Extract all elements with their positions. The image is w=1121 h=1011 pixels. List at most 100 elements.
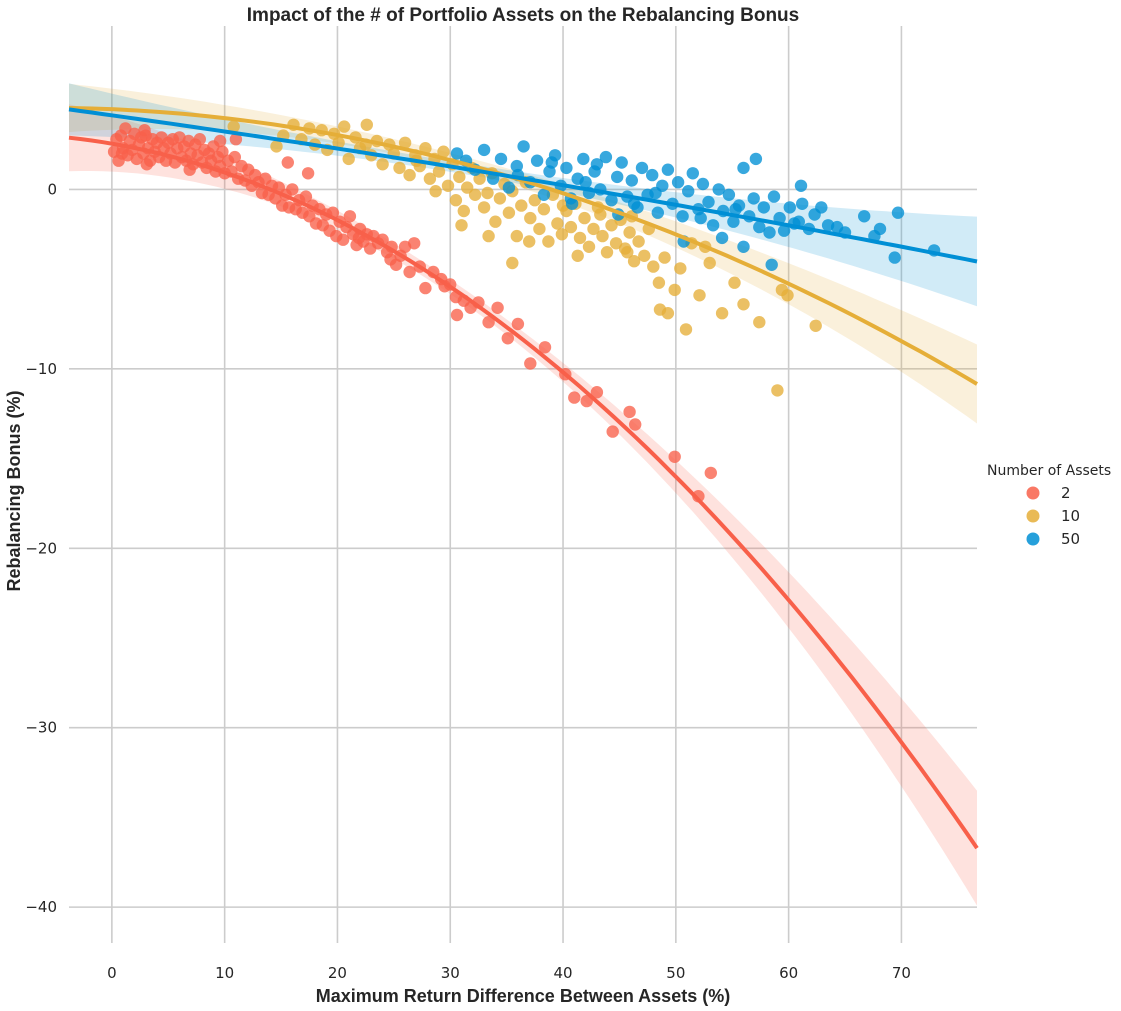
ci-band-10: [69, 83, 977, 424]
fit-line-10: [68, 106, 979, 386]
data-point-10: [728, 276, 741, 289]
data-point-50: [651, 206, 664, 219]
data-point-50: [794, 179, 808, 192]
data-point-10: [587, 222, 600, 236]
data-point-2: [183, 163, 196, 176]
data-point-10: [523, 235, 536, 248]
x-axis-label: Maximum Return Difference Between Assets…: [316, 986, 730, 1006]
data-point-10: [652, 276, 666, 289]
legend-label-50: 50: [1061, 530, 1080, 548]
legend-title: Number of Assets: [987, 463, 1111, 479]
data-point-50: [891, 206, 905, 219]
data-point-10: [270, 140, 283, 153]
data-point-2: [450, 308, 464, 322]
data-point-10: [623, 226, 636, 239]
data-point-10: [679, 323, 693, 336]
data-point-10: [555, 228, 569, 241]
data-point-2: [213, 134, 227, 148]
data-point-10: [482, 229, 495, 243]
y-tick-label: −30: [25, 719, 57, 737]
data-point-10: [506, 256, 519, 270]
data-point-50: [737, 161, 750, 175]
data-point-10: [423, 172, 437, 185]
data-point-10: [571, 249, 584, 262]
data-point-2: [590, 386, 604, 399]
data-point-10: [753, 316, 766, 329]
data-point-50: [727, 215, 740, 228]
data-point-50: [579, 176, 592, 189]
x-tick-label: 20: [328, 964, 347, 982]
data-point-10: [477, 201, 491, 214]
data-point-10: [542, 235, 555, 248]
data-point-50: [590, 158, 604, 171]
data-point-10: [489, 215, 502, 228]
data-point-50: [646, 168, 659, 182]
data-point-10: [594, 208, 607, 221]
data-point-10: [609, 237, 623, 250]
data-point-2: [511, 317, 525, 331]
data-point-2: [419, 281, 432, 295]
data-point-50: [796, 197, 809, 210]
data-point-2: [384, 253, 397, 266]
fit-lines: [68, 106, 979, 850]
data-point-50: [777, 224, 791, 237]
data-point-2: [568, 391, 581, 404]
data-point-50: [676, 210, 689, 223]
data-point-50: [671, 176, 685, 189]
data-point-50: [545, 156, 558, 169]
data-point-2: [623, 405, 636, 419]
data-point-2: [408, 237, 421, 250]
data-point-2: [336, 233, 350, 246]
data-point-10: [376, 158, 389, 171]
legend: Number of Assets 2 10 50: [987, 463, 1111, 548]
data-point-50: [530, 154, 544, 167]
legend-marker-50: [1026, 532, 1040, 546]
data-point-10: [432, 165, 446, 178]
data-point-50: [715, 231, 729, 245]
x-tick-label: 60: [779, 964, 798, 982]
data-point-10: [621, 246, 634, 259]
data-point-10: [468, 188, 482, 201]
data-point-50: [450, 147, 464, 160]
data-point-10: [429, 185, 442, 198]
data-point-2: [704, 466, 717, 480]
data-point-10: [510, 229, 523, 243]
data-point-2: [286, 183, 299, 196]
data-point-10: [632, 235, 645, 248]
data-point-2: [216, 145, 229, 158]
data-point-50: [702, 195, 715, 209]
data-point-50: [661, 163, 675, 176]
legend-marker-2: [1026, 486, 1040, 500]
data-point-10: [703, 256, 716, 270]
data-point-50: [625, 174, 638, 187]
data-point-10: [455, 219, 468, 232]
data-point-10: [596, 229, 609, 243]
data-point-10: [647, 260, 660, 273]
data-point-50: [605, 194, 618, 207]
data-point-50: [560, 161, 573, 175]
data-point-50: [537, 188, 551, 201]
data-point-50: [757, 201, 770, 214]
data-point-50: [767, 190, 781, 203]
data-point-10: [573, 231, 587, 245]
data-point-10: [551, 217, 564, 230]
data-point-2: [119, 122, 132, 135]
data-point-10: [493, 192, 507, 205]
data-point-2: [482, 316, 495, 329]
x-tick-label: 50: [666, 964, 685, 982]
data-point-10: [674, 262, 687, 275]
x-tick-label: 70: [892, 964, 911, 982]
data-point-2: [138, 124, 151, 137]
data-point-10: [338, 120, 351, 133]
data-point-2: [193, 133, 206, 146]
data-point-50: [763, 226, 776, 239]
data-point-50: [747, 192, 760, 205]
x-tick-label: 30: [441, 964, 460, 982]
tick-labels: 0 10 20 30 40 50 60 70 0 −10 −20 −30 −40: [25, 180, 911, 982]
data-point-10: [481, 186, 494, 200]
x-tick-label: 10: [215, 964, 234, 982]
data-point-10: [771, 384, 784, 397]
data-point-2: [115, 147, 129, 160]
data-point-10: [403, 168, 416, 182]
